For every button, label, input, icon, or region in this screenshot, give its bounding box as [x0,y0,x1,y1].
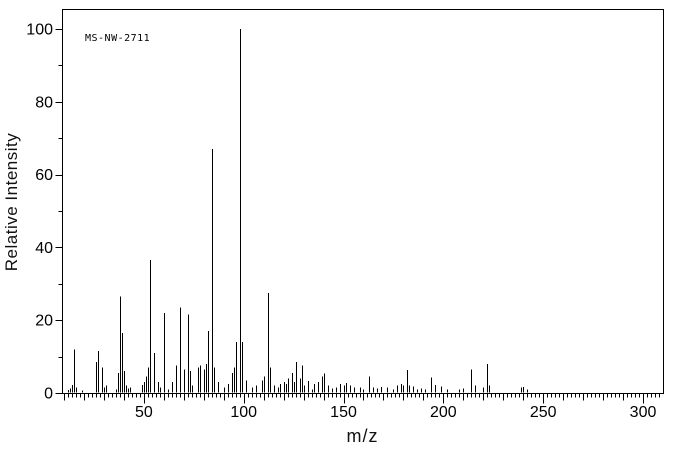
peak-lines [68,29,528,393]
svg-text:40: 40 [35,240,53,257]
x-axis-ticks [64,393,660,404]
y-axis-ticks [55,29,63,394]
svg-text:300: 300 [630,404,657,421]
svg-text:200: 200 [430,404,457,421]
svg-text:100: 100 [26,22,53,39]
x-axis-title: m/z [346,426,379,446]
plot-frame [62,9,664,394]
svg-text:250: 250 [530,404,557,421]
spectrum-id-label: MS-NW-2711 [85,33,151,44]
svg-text:50: 50 [135,404,153,421]
svg-text:80: 80 [35,94,53,111]
y-axis-tick-labels: 0 20 40 60 80 100 [26,22,53,403]
svg-text:100: 100 [230,404,257,421]
svg-text:150: 150 [330,404,357,421]
svg-text:20: 20 [35,313,53,330]
svg-text:0: 0 [44,386,53,403]
svg-text:60: 60 [35,167,53,184]
x-axis-tick-labels: 50 100 150 200 250 300 [135,404,657,421]
